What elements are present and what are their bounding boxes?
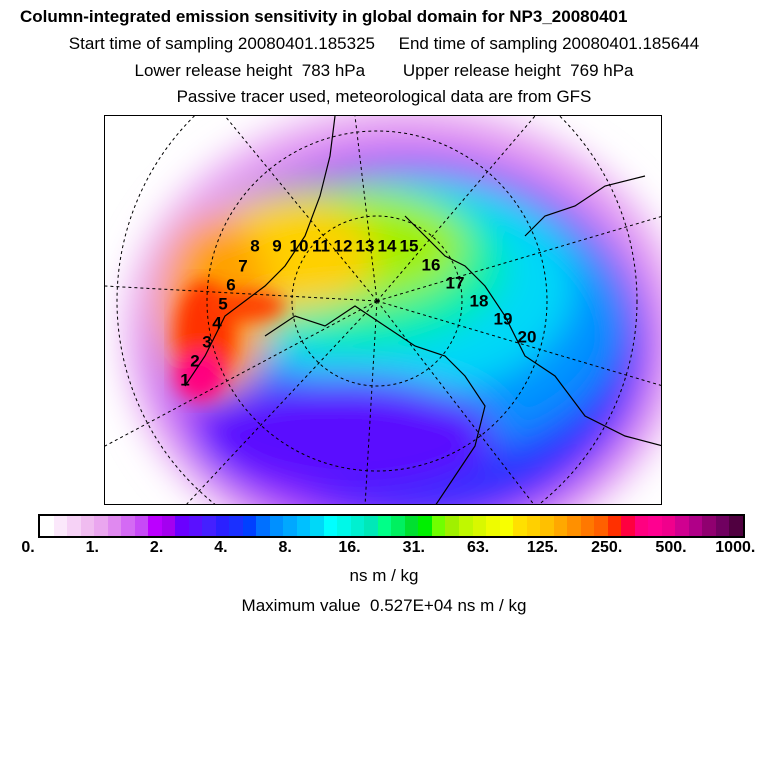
colorbar-swatch xyxy=(175,516,189,536)
colorbar-swatch xyxy=(715,516,730,536)
colorbar-swatch xyxy=(323,516,338,536)
colorbar-swatch xyxy=(80,516,95,536)
colorbar-swatch xyxy=(107,516,122,536)
trajectory-label: 6 xyxy=(226,275,236,295)
colorbar-swatch xyxy=(445,516,459,536)
colorbar-swatch xyxy=(553,516,568,536)
colorbar xyxy=(38,514,745,538)
trajectory-label: 8 xyxy=(250,236,260,256)
colorbar-swatch xyxy=(621,516,635,536)
colorbar-swatch xyxy=(148,516,162,536)
colorbar-swatch xyxy=(607,516,622,536)
colorbar-swatch xyxy=(567,516,581,536)
colorbar-swatch xyxy=(729,516,743,536)
colorbar-swatch xyxy=(229,516,243,536)
trajectory-label: 1 xyxy=(180,370,190,390)
trajectory-label: 14 xyxy=(377,236,397,256)
trajectory-label: 19 xyxy=(493,309,513,329)
colorbar-swatch xyxy=(242,516,257,536)
colorbar-swatch xyxy=(53,516,68,536)
trajectory-label: 2 xyxy=(190,351,200,371)
colorbar-tick-label: 31. xyxy=(402,539,425,556)
colorbar-tick-label: 250. xyxy=(591,539,623,556)
colorbar-swatch xyxy=(391,516,405,536)
colorbar-swatch xyxy=(296,516,311,536)
colorbar-swatch xyxy=(648,516,662,536)
trajectory-label: 7 xyxy=(238,256,248,276)
colorbar-unit: ns m / kg xyxy=(349,566,419,585)
trajectory-label: 9 xyxy=(272,236,282,256)
colorbar-swatch xyxy=(702,516,716,536)
sampling-time-line: Start time of sampling 20080401.185325 E… xyxy=(68,34,700,53)
colorbar-swatch xyxy=(594,516,608,536)
colorbar-swatch xyxy=(67,516,81,536)
colorbar-swatch xyxy=(526,516,541,536)
colorbar-swatch xyxy=(188,516,203,536)
colorbar-swatch xyxy=(486,516,500,536)
trajectory-label: 13 xyxy=(355,236,375,256)
colorbar-tick-label: 1000. xyxy=(715,539,756,556)
trajectory-label: 17 xyxy=(445,273,465,293)
colorbar-swatch xyxy=(458,516,473,536)
colorbar-swatch xyxy=(350,516,365,536)
colorbar-tick-label: 500. xyxy=(655,539,687,556)
colorbar-swatch xyxy=(688,516,703,536)
colorbar-swatch xyxy=(161,516,176,536)
colorbar-swatch xyxy=(580,516,595,536)
colorbar-tick-label: 63. xyxy=(466,539,490,556)
plot-title: Column-integrated emission sensitivity i… xyxy=(20,7,628,26)
release-height-line: Lower release height 783 hPa Upper relea… xyxy=(134,61,634,80)
colorbar-swatch xyxy=(40,516,54,536)
colorbar-swatch xyxy=(256,516,270,536)
colorbar-tick-label: 8. xyxy=(278,539,292,556)
trajectory-label: 3 xyxy=(202,332,212,352)
trajectory-label: 16 xyxy=(421,255,441,275)
colorbar-swatch xyxy=(215,516,230,536)
colorbar-swatch xyxy=(540,516,554,536)
colorbar-swatch xyxy=(431,516,446,536)
colorbar-swatch xyxy=(661,516,676,536)
colorbar-swatch xyxy=(269,516,284,536)
trajectory-label: 18 xyxy=(469,291,489,311)
colorbar-swatch xyxy=(134,516,149,536)
colorbar-tick-label: 0. xyxy=(21,539,35,556)
colorbar-swatch xyxy=(202,516,216,536)
colorbar-swatch xyxy=(675,516,689,536)
colorbar-swatch xyxy=(121,516,135,536)
colorbar-swatch xyxy=(94,516,108,536)
map-field xyxy=(105,116,661,504)
colorbar-swatch xyxy=(310,516,324,536)
trajectory-label: 12 xyxy=(333,236,353,256)
trajectory-label: 5 xyxy=(218,294,228,314)
colorbar-swatch xyxy=(418,516,432,536)
trajectory-label: 11 xyxy=(312,236,330,256)
colorbar-tick-label: 1. xyxy=(85,539,99,556)
colorbar-swatch xyxy=(634,516,649,536)
colorbar-tick-label: 4. xyxy=(214,539,228,556)
colorbar-swatch xyxy=(499,516,514,536)
colorbar-tick-label: 125. xyxy=(526,539,558,556)
colorbar-swatch xyxy=(337,516,351,536)
colorbar-tick-label: 2. xyxy=(149,539,164,556)
trajectory-label: 20 xyxy=(517,327,537,347)
trajectory-label: 4 xyxy=(212,313,222,333)
colorbar-swatch xyxy=(513,516,527,536)
trajectory-label: 10 xyxy=(289,236,309,256)
colorbar-swatch xyxy=(404,516,419,536)
colorbar-swatch xyxy=(377,516,392,536)
trajectory-label: 15 xyxy=(399,236,419,256)
max-value-label: Maximum value 0.527E+04 ns m / kg xyxy=(241,596,527,615)
colorbar-tick-label: 16. xyxy=(338,539,361,556)
colorbar-swatch xyxy=(472,516,487,536)
emission-sensitivity-map: 1 2 3 4 5 6 7 8 9 10 11 12 13 14 15 16 17 18 19 20 xyxy=(104,115,662,505)
tracer-info-line: Passive tracer used, meteorological data… xyxy=(176,87,592,106)
colorbar-swatch xyxy=(283,516,297,536)
colorbar-swatch xyxy=(364,516,378,536)
